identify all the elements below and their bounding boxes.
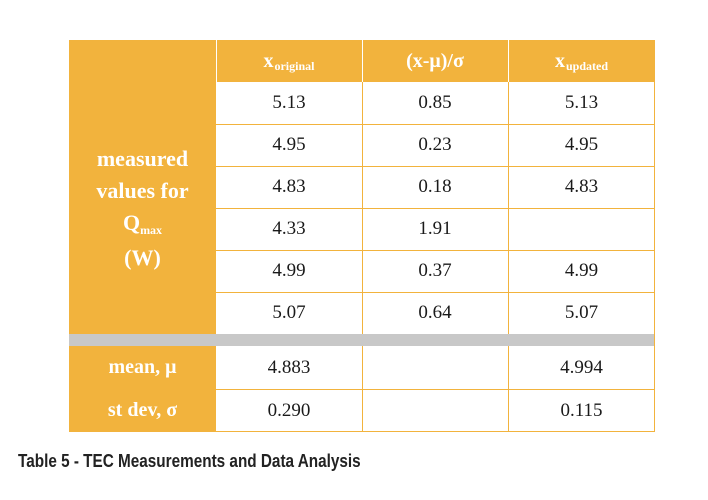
cell-x-original: 4.99	[272, 260, 306, 281]
grid-line	[508, 82, 509, 334]
summary-mean-z	[362, 346, 508, 389]
side-label-line1: measured	[96, 146, 189, 171]
grid-line	[508, 346, 509, 432]
side-label-panel	[69, 82, 216, 334]
grid-line	[216, 208, 655, 209]
summary-stdev-x-original: 0.290	[267, 399, 311, 421]
grid-line	[216, 292, 655, 293]
table-separator	[69, 334, 655, 346]
cell-x-original: 5.07	[272, 302, 306, 323]
side-label-line3: Qmax	[69, 207, 216, 242]
side-label-line4: (W)	[124, 245, 161, 270]
cell-x-original: 4.33	[272, 218, 306, 239]
cell-x-original: 4.83	[272, 176, 306, 197]
cell-z-score: 1.91	[418, 218, 452, 239]
summary-mean-x-original: 4.883	[267, 356, 311, 378]
summary-label-panel	[69, 346, 216, 432]
summary-label-mean: mean, μ	[108, 356, 177, 378]
side-label-line2: values for	[96, 178, 189, 203]
cell-x-updated: 4.99	[564, 260, 599, 281]
table-caption: Table 5 - TEC Measurements and Data Anal…	[18, 451, 361, 471]
side-label-q-sub: max	[140, 223, 163, 237]
summary-stdev-x-updated: 0.115	[560, 399, 603, 421]
cell-z-score: 0.18	[418, 176, 452, 197]
grid-line	[216, 250, 655, 251]
header-x-original: x original	[216, 40, 362, 82]
grid-line	[362, 82, 363, 334]
cell-z-score: 0.64	[418, 302, 452, 323]
header-x-updated: x updated	[508, 40, 655, 82]
header-x-original-main: x	[263, 49, 274, 72]
header-divider	[508, 40, 509, 82]
header-x-original-sub: original	[274, 58, 315, 73]
cell-z-score: 0.37	[418, 260, 452, 281]
header-z-score: (x-μ)/σ	[362, 40, 508, 82]
header-x-updated-sub: updated	[565, 58, 609, 73]
table-right-border	[654, 40, 655, 432]
header-divider	[362, 40, 363, 82]
header-x-updated-main: x	[554, 49, 565, 72]
cell-z-score: 0.85	[418, 92, 452, 113]
cell-x-updated: 5.07	[564, 302, 599, 323]
cell-x-updated: 5.13	[564, 92, 599, 113]
cell-x-updated	[508, 208, 655, 250]
cell-x-original: 5.13	[272, 92, 306, 113]
side-label: measured values for Qmax (W)	[69, 143, 216, 274]
cell-x-updated: 4.95	[564, 134, 599, 155]
cell-z-score: 0.23	[418, 134, 452, 155]
summary-label-stdev: st dev, σ	[107, 399, 178, 421]
cell-x-updated: 4.83	[564, 176, 599, 197]
grid-line	[362, 346, 363, 432]
grid-line	[216, 124, 655, 125]
grid-line	[216, 166, 655, 167]
header-divider	[216, 40, 217, 82]
side-label-q: Q	[122, 210, 141, 235]
summary-mean-x-updated: 4.994	[560, 356, 603, 378]
grid-line	[216, 389, 655, 390]
summary-stdev-z	[362, 389, 508, 432]
header-z-score-label: (x-μ)/σ	[406, 49, 464, 72]
cell-x-original: 4.95	[272, 134, 306, 155]
